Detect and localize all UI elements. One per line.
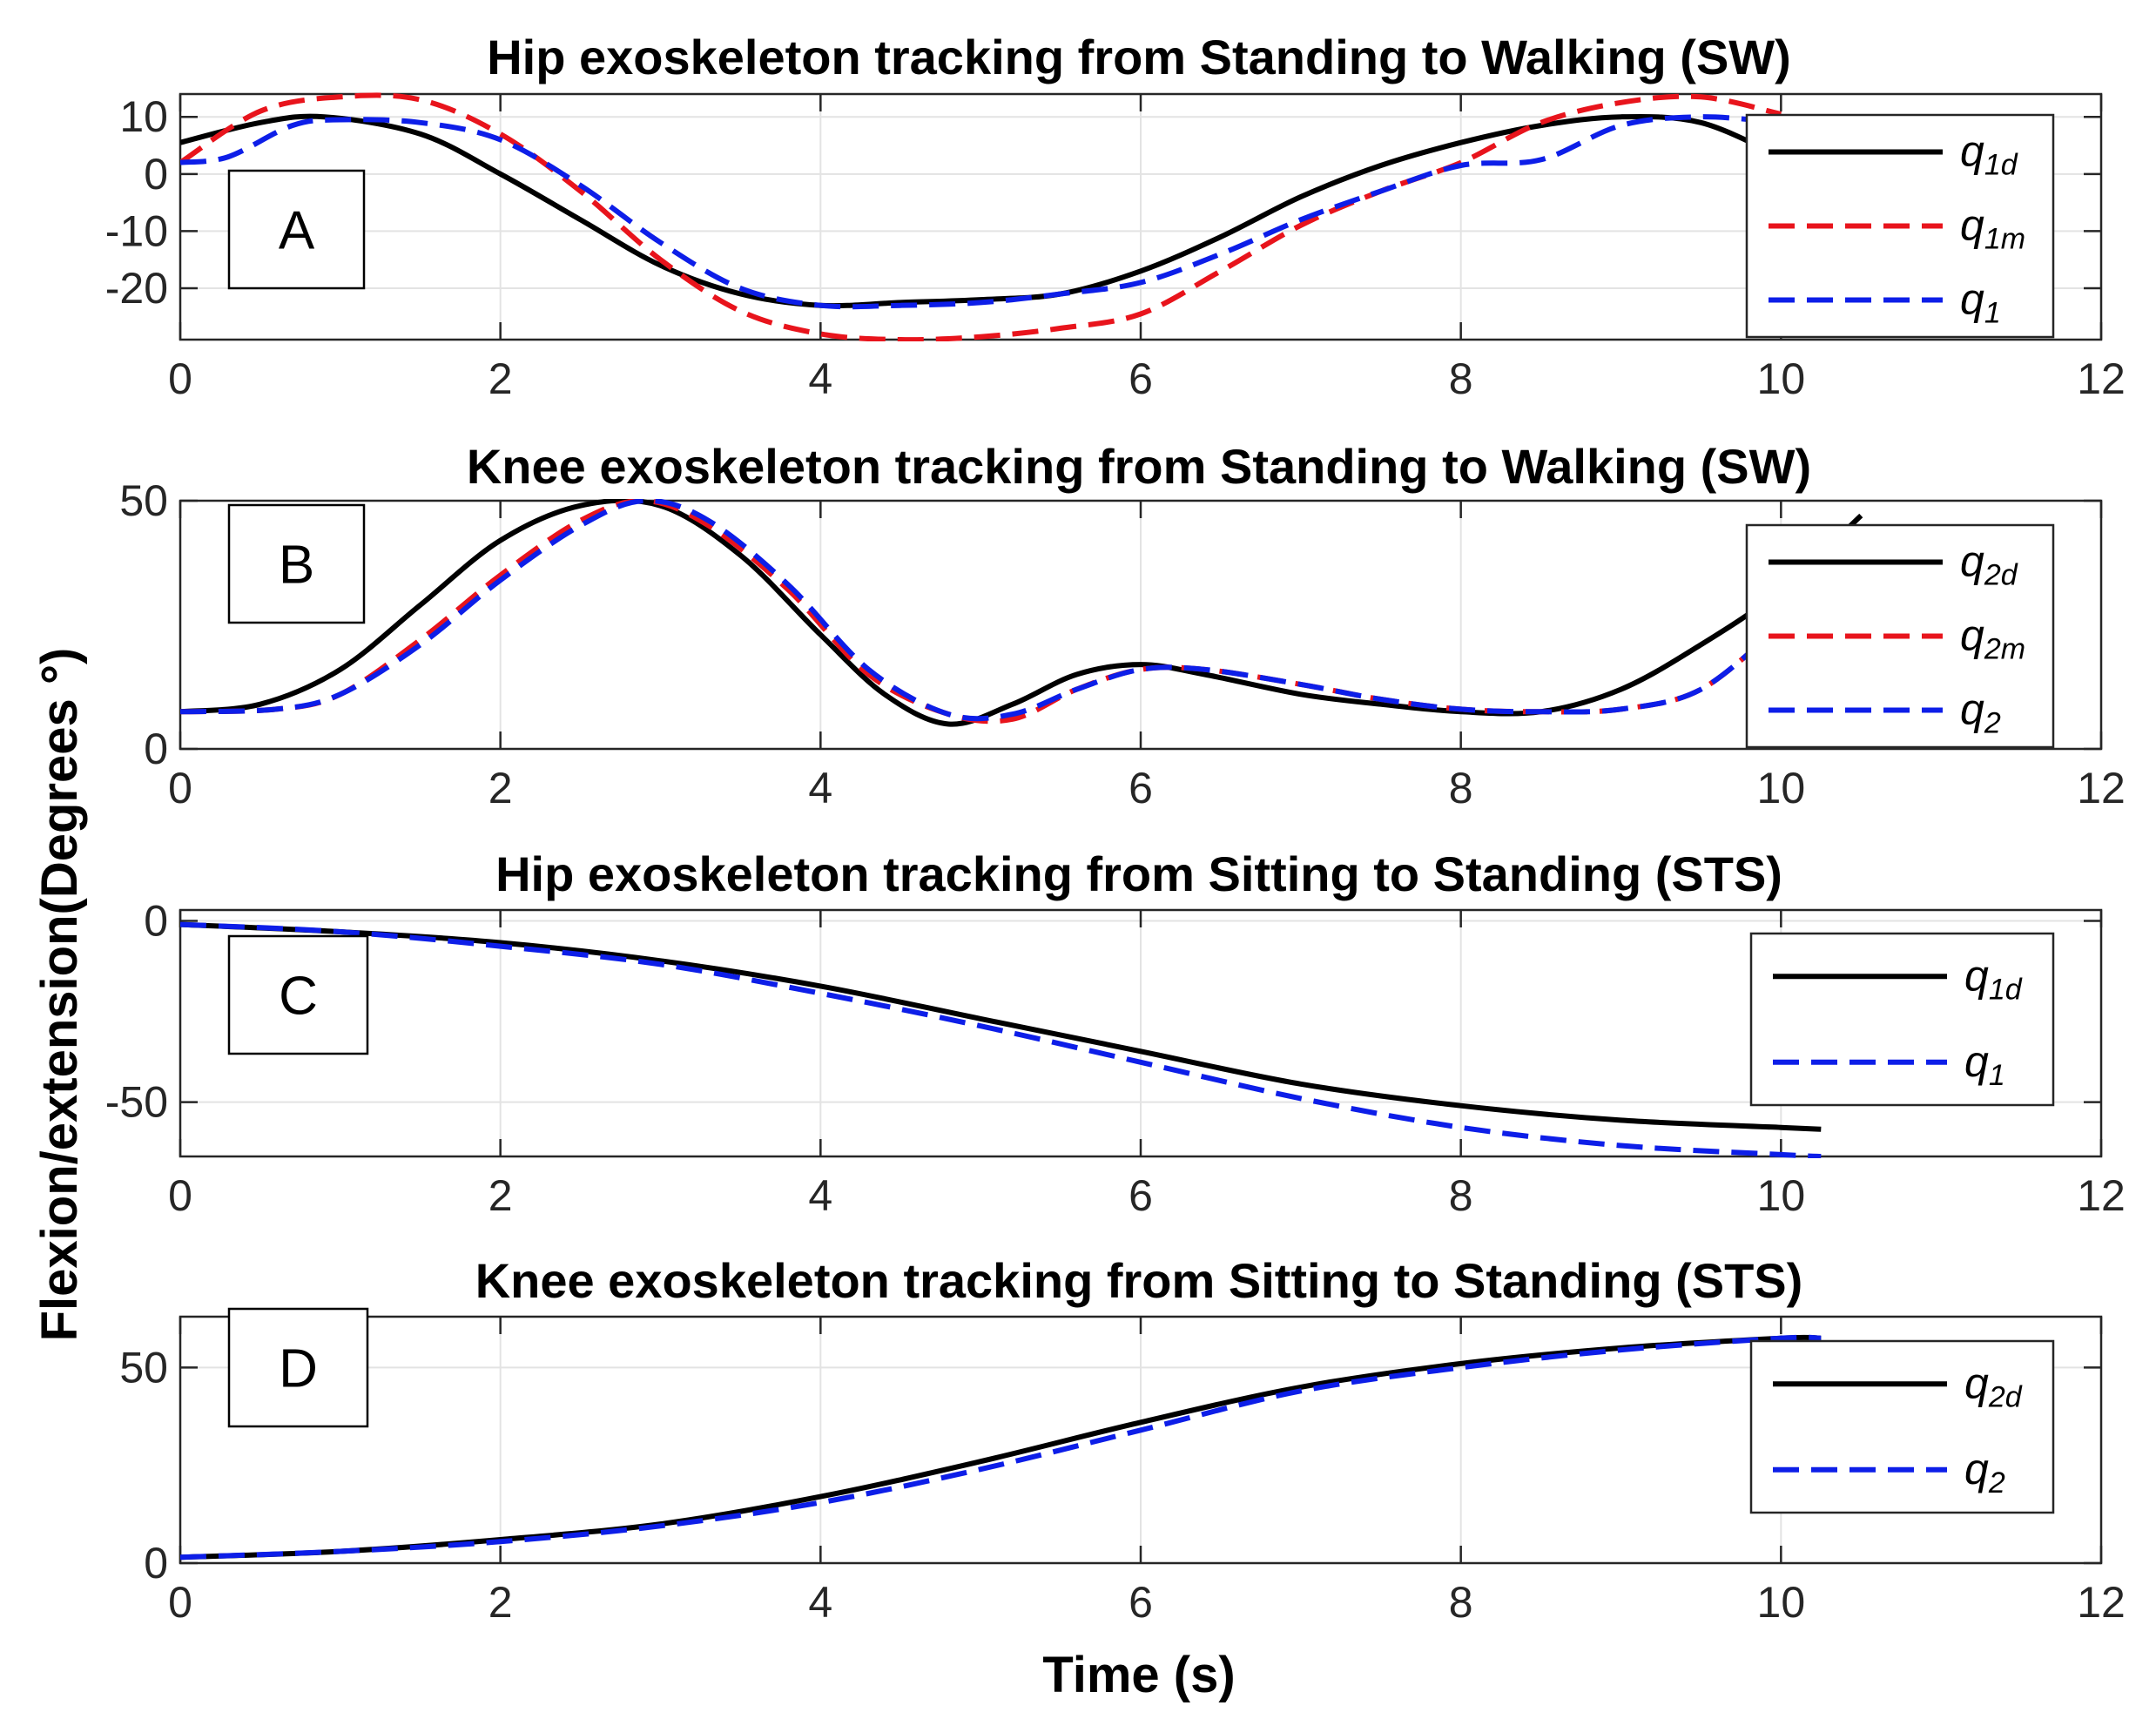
panel-b-legend-label-q2: q2 xyxy=(1960,685,2001,740)
panel-c-x-tick-label: 10 xyxy=(1757,1171,1806,1220)
panel-c-x-tick-label: 2 xyxy=(488,1171,513,1220)
panel-c-title: Hip exoskeleton tracking from Sitting to… xyxy=(495,846,1782,901)
panel-b-x-tick-label: 10 xyxy=(1757,764,1806,812)
panel-a-letter-box xyxy=(227,169,366,290)
panel-c-x-tick-label: 6 xyxy=(1129,1171,1153,1220)
panel-d-y-tick-label: 0 xyxy=(144,1539,168,1588)
panel-b-legend-label-q2m: q2m xyxy=(1960,611,2025,666)
panel-a-y-tick-label: -10 xyxy=(105,206,168,255)
panel-a-x-tick-label: 8 xyxy=(1449,354,1473,403)
panel-b-letter: B xyxy=(279,536,314,596)
panel-a-x-tick-label: 4 xyxy=(808,354,832,403)
panel-d-x-tick-label: 0 xyxy=(168,1578,192,1627)
panel-c-y-tick-label: 0 xyxy=(144,896,168,945)
panel-a-title: Hip exoskeleton tracking from Standing t… xyxy=(487,30,1791,84)
panel-b-legend-label-q2d: q2d xyxy=(1960,537,2018,592)
panel-a-letter: A xyxy=(279,201,315,261)
panel-b-x-tick-label: 2 xyxy=(488,764,513,812)
panel-a: Hip exoskeleton tracking from Standing t… xyxy=(105,30,2126,403)
panel-b-x-tick-label: 4 xyxy=(808,764,832,812)
panel-d-y-tick-label: 50 xyxy=(119,1343,168,1392)
panel-a-series-q1m xyxy=(180,92,1782,341)
panel-c-x-tick-label: 4 xyxy=(808,1171,832,1220)
panel-d-series-q2 xyxy=(180,1334,1822,1561)
panel-b-title: Knee exoskeleton tracking from Standing … xyxy=(467,439,1811,494)
panel-d-x-tick-label: 8 xyxy=(1449,1578,1473,1627)
panel-d-x-tick-label: 10 xyxy=(1757,1578,1806,1627)
panel-a-series-q1d xyxy=(180,113,1782,309)
panel-a-y-tick-label: 10 xyxy=(119,92,168,141)
panel-d-legend xyxy=(1749,1339,2055,1514)
panel-a-x-tick-label: 0 xyxy=(168,354,192,403)
panel-c-series-q1 xyxy=(180,921,1822,1158)
panel-a-x-tick-label: 10 xyxy=(1757,354,1806,403)
panel-b-letter-box xyxy=(227,503,366,624)
panel-c-x-tick-label: 8 xyxy=(1449,1171,1473,1220)
panel-a-legend-label-q1m: q1m xyxy=(1960,201,2025,256)
panel-c-x-tick-label: 12 xyxy=(2077,1171,2126,1220)
panel-b-x-tick-label: 12 xyxy=(2077,764,2126,812)
panel-a-legend-label-q1d: q1d xyxy=(1960,127,2018,182)
panel-b-x-tick-label: 0 xyxy=(168,764,192,812)
panel-a-legend-label-q1: q1 xyxy=(1960,275,2001,330)
panel-c: Hip exoskeleton tracking from Sitting to… xyxy=(105,846,2126,1220)
panel-d-legend-label-q2: q2 xyxy=(1964,1445,2005,1500)
panel-d-letter-box xyxy=(227,1307,369,1428)
panel-b-x-tick-label: 8 xyxy=(1449,764,1473,812)
panel-a-series-q1 xyxy=(180,114,1782,310)
panel-c-legend-label-q1d: q1d xyxy=(1964,951,2023,1006)
panel-b: Knee exoskeleton tracking from Standing … xyxy=(119,439,2125,812)
panel-c-series-q1d xyxy=(180,921,1822,1132)
panel-a-x-tick-label: 2 xyxy=(488,354,513,403)
panel-a-x-tick-label: 12 xyxy=(2077,354,2126,403)
panel-a-y-tick-label: -20 xyxy=(105,264,168,313)
panel-d: Knee exoskeleton tracking from Sitting t… xyxy=(119,1253,2125,1627)
panel-d-x-tick-label: 6 xyxy=(1129,1578,1153,1627)
panel-a-y-tick-label: 0 xyxy=(144,150,168,199)
panel-b-x-tick-label: 6 xyxy=(1129,764,1153,812)
panel-c-legend-label-q1: q1 xyxy=(1964,1037,2005,1092)
panel-b-series-q2d xyxy=(180,499,1863,727)
panel-d-x-tick-label: 12 xyxy=(2077,1578,2126,1627)
panel-d-legend-label-q2d: q2d xyxy=(1964,1358,2023,1413)
panel-c-legend xyxy=(1749,932,2055,1107)
panel-d-letter: D xyxy=(279,1339,318,1399)
x-axis-label: Time (s) xyxy=(1042,1647,1235,1703)
panel-c-letter-box xyxy=(227,934,369,1055)
panel-c-x-tick-label: 0 xyxy=(168,1171,192,1220)
panel-b-series-q2 xyxy=(180,499,1783,722)
panel-b-y-tick-label: 0 xyxy=(144,725,168,773)
y-axis-label: Flexion/extension(Degrees °) xyxy=(31,648,88,1342)
panel-d-x-tick-label: 4 xyxy=(808,1578,832,1627)
panel-a-x-tick-label: 6 xyxy=(1129,354,1153,403)
panel-c-letter: C xyxy=(279,967,318,1027)
panel-d-title: Knee exoskeleton tracking from Sitting t… xyxy=(475,1253,1803,1308)
panel-d-x-tick-label: 2 xyxy=(488,1578,513,1627)
panel-c-y-tick-label: -50 xyxy=(105,1078,168,1127)
panel-b-y-tick-label: 50 xyxy=(119,476,168,525)
